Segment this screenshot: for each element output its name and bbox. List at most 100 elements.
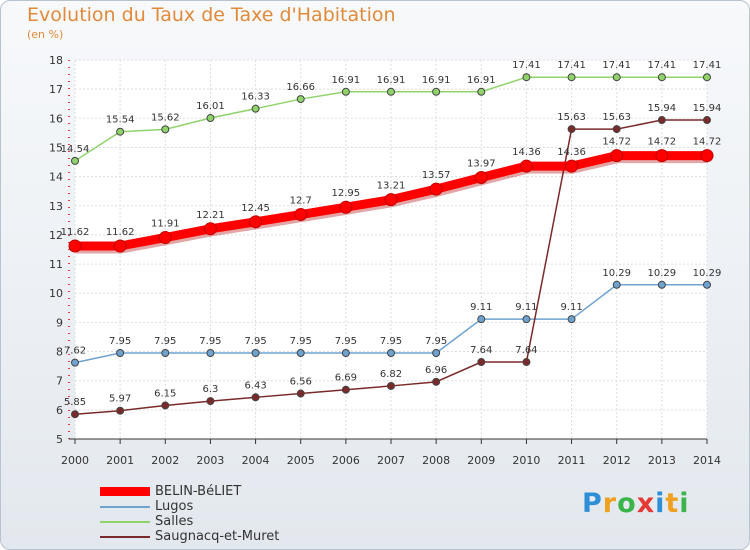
legend-swatch — [100, 487, 150, 496]
x-tick-label: 2007 — [377, 454, 405, 467]
data-point — [71, 156, 79, 165]
data-label: 12.7 — [290, 196, 312, 207]
data-point — [339, 200, 353, 214]
logo-letter: i — [655, 488, 666, 519]
data-point — [612, 125, 621, 134]
data-label: 9.11 — [560, 302, 582, 313]
data-point — [612, 280, 621, 289]
data-label: 10.29 — [693, 268, 722, 279]
data-point — [296, 389, 305, 398]
data-point — [251, 104, 260, 113]
proxiti-logo: Proxiti — [582, 488, 690, 519]
data-point — [432, 87, 441, 96]
data-point — [432, 377, 441, 386]
data-point — [567, 125, 576, 134]
data-point — [249, 215, 263, 229]
data-point — [387, 87, 395, 96]
x-tick-label: 2006 — [332, 454, 360, 467]
data-point — [657, 73, 666, 82]
x-tick-label: 2012 — [603, 454, 631, 467]
data-label: 9.11 — [515, 302, 537, 313]
x-tick-label: 2014 — [693, 454, 721, 467]
y-tick-label: 9 — [56, 316, 63, 329]
data-label: 15.63 — [602, 112, 631, 123]
data-point — [71, 358, 79, 367]
data-point — [161, 348, 170, 357]
data-label: 17.41 — [512, 60, 541, 71]
data-point — [294, 208, 308, 222]
data-point — [522, 315, 531, 324]
data-label: 13.57 — [422, 170, 451, 181]
data-point — [296, 95, 305, 104]
y-tick-label: 5 — [56, 433, 63, 446]
y-tick-label: 10 — [49, 287, 63, 300]
data-point — [655, 149, 669, 163]
data-label: 16.01 — [196, 101, 225, 112]
series-belin-b-liet: 11.62 11.62 11.91 12.21 12.45 12.7 12.95 13.21 1… — [61, 137, 721, 254]
data-point — [477, 87, 486, 96]
data-label: 7.95 — [380, 336, 402, 347]
data-point — [251, 348, 260, 357]
data-point — [657, 116, 666, 125]
data-label: 6.43 — [244, 380, 266, 391]
data-point — [565, 159, 579, 173]
data-label: 7.95 — [425, 336, 447, 347]
legend-label: Salles — [155, 514, 194, 529]
x-tick-label: 2005 — [287, 454, 315, 467]
data-label: 13.21 — [377, 181, 406, 192]
data-point — [206, 114, 215, 123]
legend-label: Saugnacq-et-Muret — [155, 529, 280, 544]
data-label: 7.95 — [335, 336, 357, 347]
data-point — [567, 315, 576, 324]
legend-swatch — [100, 520, 150, 523]
data-label: 10.29 — [648, 268, 677, 279]
data-point — [116, 348, 125, 357]
data-label: 17.41 — [557, 60, 586, 71]
data-label: 15.62 — [151, 112, 180, 123]
data-point — [429, 182, 443, 196]
data-point — [387, 381, 395, 390]
x-tick-label: 2000 — [61, 454, 89, 467]
data-label: 11.62 — [106, 227, 135, 238]
data-point — [703, 73, 711, 82]
data-point — [432, 348, 441, 357]
data-label: 14.72 — [648, 137, 677, 148]
data-label: 11.91 — [151, 219, 180, 230]
x-tick-label: 2008 — [422, 454, 450, 467]
data-label: 12.45 — [241, 203, 270, 214]
data-label: 10.29 — [602, 268, 631, 279]
data-point — [68, 239, 82, 253]
series-lugos: 7.62 7.95 7.95 7.95 7.95 7.95 7.95 7.95 7.95 9.11… — [64, 268, 722, 367]
logo-letter: P — [582, 488, 603, 519]
data-label: 11.62 — [61, 227, 90, 238]
chart-subtitle: (en %) — [27, 28, 64, 41]
y-tick-label: 12 — [49, 229, 63, 242]
data-label: 17.41 — [602, 60, 631, 71]
data-point — [296, 348, 305, 357]
data-point — [522, 73, 531, 82]
data-label: 5.85 — [64, 397, 86, 408]
data-label: 6.15 — [154, 388, 176, 399]
y-tick-label: 15 — [49, 141, 63, 154]
data-point — [206, 397, 215, 406]
data-label: 12.21 — [196, 210, 225, 221]
logo-letter: o — [617, 488, 637, 519]
data-point — [703, 116, 711, 125]
data-label: 6.69 — [335, 373, 357, 384]
data-label: 7.95 — [199, 336, 221, 347]
data-label: 5.97 — [109, 394, 131, 405]
data-label: 7.64 — [515, 345, 537, 356]
x-tick-label: 2003 — [196, 454, 224, 467]
data-point — [387, 348, 395, 357]
data-label: 7.64 — [470, 345, 492, 356]
data-point — [610, 149, 624, 163]
data-point — [158, 231, 172, 245]
data-label: 7.95 — [244, 336, 266, 347]
data-point — [567, 73, 576, 82]
data-point — [341, 385, 350, 394]
data-label: 16.91 — [377, 75, 406, 86]
x-tick-label: 2002 — [151, 454, 179, 467]
y-tick-label: 18 — [49, 54, 63, 67]
data-point — [116, 127, 125, 136]
